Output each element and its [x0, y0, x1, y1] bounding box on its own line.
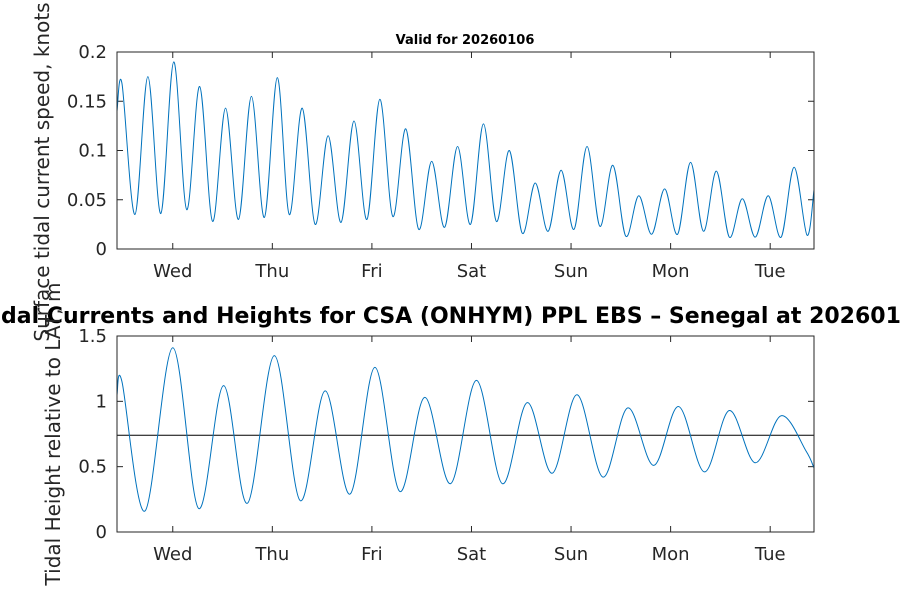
current-speed-series-line: [116, 61, 815, 238]
height-plot-background: [117, 336, 814, 532]
current-x-tick-label: Thu: [254, 261, 289, 282]
height-y-axis-label: Tidal Height relative to LAT, m: [41, 283, 65, 587]
current-x-tick-label: Sun: [554, 261, 588, 282]
current-plot-axes-box: [116, 51, 815, 250]
height-x-tick-label: Sun: [554, 544, 588, 565]
current-y-tick-label: 0.15: [67, 91, 107, 112]
height-y-tick-label: 1.5: [78, 326, 107, 347]
current-x-tick-label: Tue: [754, 261, 786, 282]
figure-title: Tidal Currents and Heights for CSA (ONHY…: [0, 304, 900, 329]
current-y-tick-label: 0: [96, 239, 107, 260]
current-x-tick-label: Fri: [361, 261, 382, 282]
height-x-tick-label: Sat: [457, 544, 487, 565]
height-x-tick-label: Tue: [754, 544, 786, 565]
height-y-tick-label: 0: [96, 522, 107, 543]
height-x-tick-label: Mon: [652, 544, 690, 565]
height-plot-axes-box: [116, 335, 815, 533]
tidal-height-panel: 0 0.5 1 1.5 Wed Thu Fri Sat Sun Mon Tue: [78, 326, 815, 565]
current-y-tick-label: 0.2: [78, 42, 107, 63]
current-plot-background: [117, 52, 814, 249]
current-y-tick-label: 0.05: [67, 190, 107, 211]
height-y-tick-label: 1: [96, 391, 107, 412]
current-x-tick-label: Mon: [652, 261, 690, 282]
current-y-tick-label: 0.1: [78, 141, 107, 162]
height-x-tick-label: Thu: [254, 544, 289, 565]
current-y-axis-label: Surface tidal current speed, knots: [30, 2, 54, 341]
height-y-tick-label: 0.5: [78, 457, 107, 478]
tidal-height-series-line: [116, 347, 815, 512]
current-x-tick-label: Wed: [153, 261, 192, 282]
current-x-tick-label: Sat: [457, 261, 487, 282]
height-x-tick-label: Fri: [361, 544, 382, 565]
current-speed-panel: 0 0.05 0.1 0.15 0.2 Wed Thu Fri Sat Sun Mon Tue Va…: [67, 33, 815, 282]
height-x-tick-label: Wed: [153, 544, 192, 565]
current-chart-title: Valid for 20260106: [396, 33, 535, 48]
